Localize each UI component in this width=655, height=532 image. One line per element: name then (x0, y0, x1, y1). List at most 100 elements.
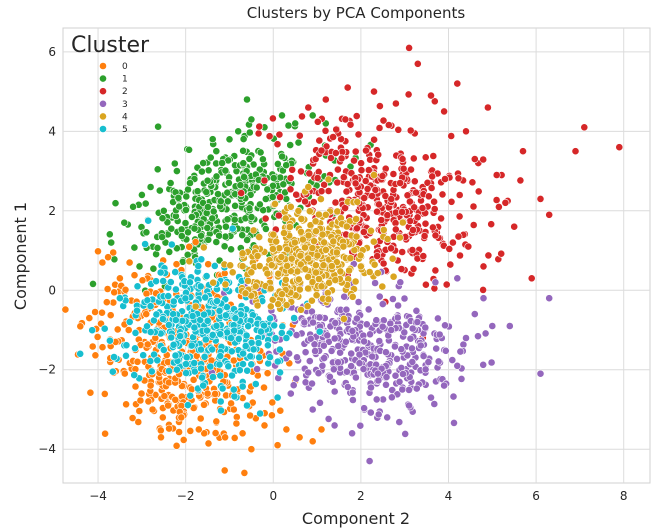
data-point (223, 197, 232, 206)
data-point (448, 356, 457, 364)
data-point (464, 242, 473, 251)
data-point (276, 368, 284, 377)
data-point (226, 261, 235, 270)
data-point (110, 288, 119, 297)
data-point (382, 380, 390, 389)
data-point (276, 193, 284, 202)
data-point (160, 392, 169, 400)
data-point (189, 375, 198, 384)
data-point (171, 316, 180, 324)
data-point (318, 361, 327, 370)
data-point (456, 347, 465, 356)
data-point (297, 214, 306, 223)
y-tick-label: 6 (48, 45, 56, 59)
data-point (304, 183, 313, 191)
data-point (408, 357, 417, 366)
data-point (253, 365, 261, 373)
data-point (136, 396, 145, 405)
data-point (88, 326, 97, 335)
data-point (431, 266, 440, 275)
data-point (247, 213, 256, 221)
data-point (100, 324, 109, 333)
data-point (347, 362, 356, 370)
data-point (142, 289, 151, 298)
data-point (348, 292, 357, 301)
data-point (239, 146, 247, 155)
data-point (198, 373, 206, 382)
legend-marker-3 (99, 99, 107, 108)
data-point (227, 245, 235, 254)
data-point (382, 373, 391, 381)
legend-label-1: 1 (122, 75, 128, 85)
data-point (396, 278, 405, 287)
data-point (120, 369, 129, 378)
data-point (199, 159, 208, 167)
data-point (387, 393, 396, 402)
data-point (187, 212, 196, 221)
data-point (373, 269, 382, 277)
data-point (342, 367, 351, 376)
data-point (231, 314, 240, 323)
data-point (282, 334, 291, 342)
data-point (286, 141, 295, 149)
data-point (394, 125, 403, 134)
data-point (406, 334, 415, 343)
data-point (235, 366, 244, 375)
data-point (239, 360, 247, 368)
data-point (312, 291, 321, 300)
x-tick-label: 2 (357, 489, 365, 503)
data-point (243, 236, 251, 244)
data-point (159, 206, 168, 215)
data-point (305, 169, 314, 178)
data-point (445, 244, 454, 253)
data-point (387, 195, 396, 203)
data-point (182, 353, 191, 362)
data-point (88, 342, 97, 351)
data-point (224, 178, 233, 187)
data-point (580, 123, 589, 132)
data-point (263, 269, 272, 278)
data-point (221, 166, 230, 175)
data-point (343, 83, 352, 92)
data-point (334, 342, 343, 350)
data-point (375, 292, 384, 301)
data-point (297, 227, 305, 236)
data-point (153, 165, 162, 174)
data-point (329, 133, 337, 141)
data-point (394, 301, 402, 310)
data-point (342, 187, 351, 196)
data-point (307, 296, 316, 305)
data-point (447, 132, 456, 140)
data-point (398, 248, 407, 256)
data-point (201, 293, 210, 302)
data-point (200, 429, 209, 438)
data-point (487, 358, 496, 367)
data-point (266, 302, 275, 311)
data-point (296, 305, 305, 314)
data-point (406, 126, 415, 135)
data-point (133, 357, 142, 366)
data-point (255, 353, 263, 362)
data-point (387, 326, 396, 334)
data-point (462, 334, 470, 342)
data-point (296, 260, 305, 269)
data-point (333, 207, 342, 216)
data-point (158, 233, 166, 241)
data-point (393, 354, 401, 363)
data-point (214, 190, 222, 198)
data-point (370, 171, 378, 179)
data-point (329, 365, 338, 374)
data-point (316, 195, 325, 203)
y-tick-label: −4 (38, 442, 56, 456)
data-point (259, 206, 268, 215)
data-point (196, 282, 205, 291)
data-point (200, 400, 208, 409)
data-point (341, 115, 350, 124)
data-point (303, 302, 312, 311)
y-tick-label: 0 (48, 283, 56, 297)
data-point (343, 382, 352, 391)
data-point (545, 210, 554, 219)
data-point (147, 367, 156, 376)
data-point (148, 405, 157, 414)
